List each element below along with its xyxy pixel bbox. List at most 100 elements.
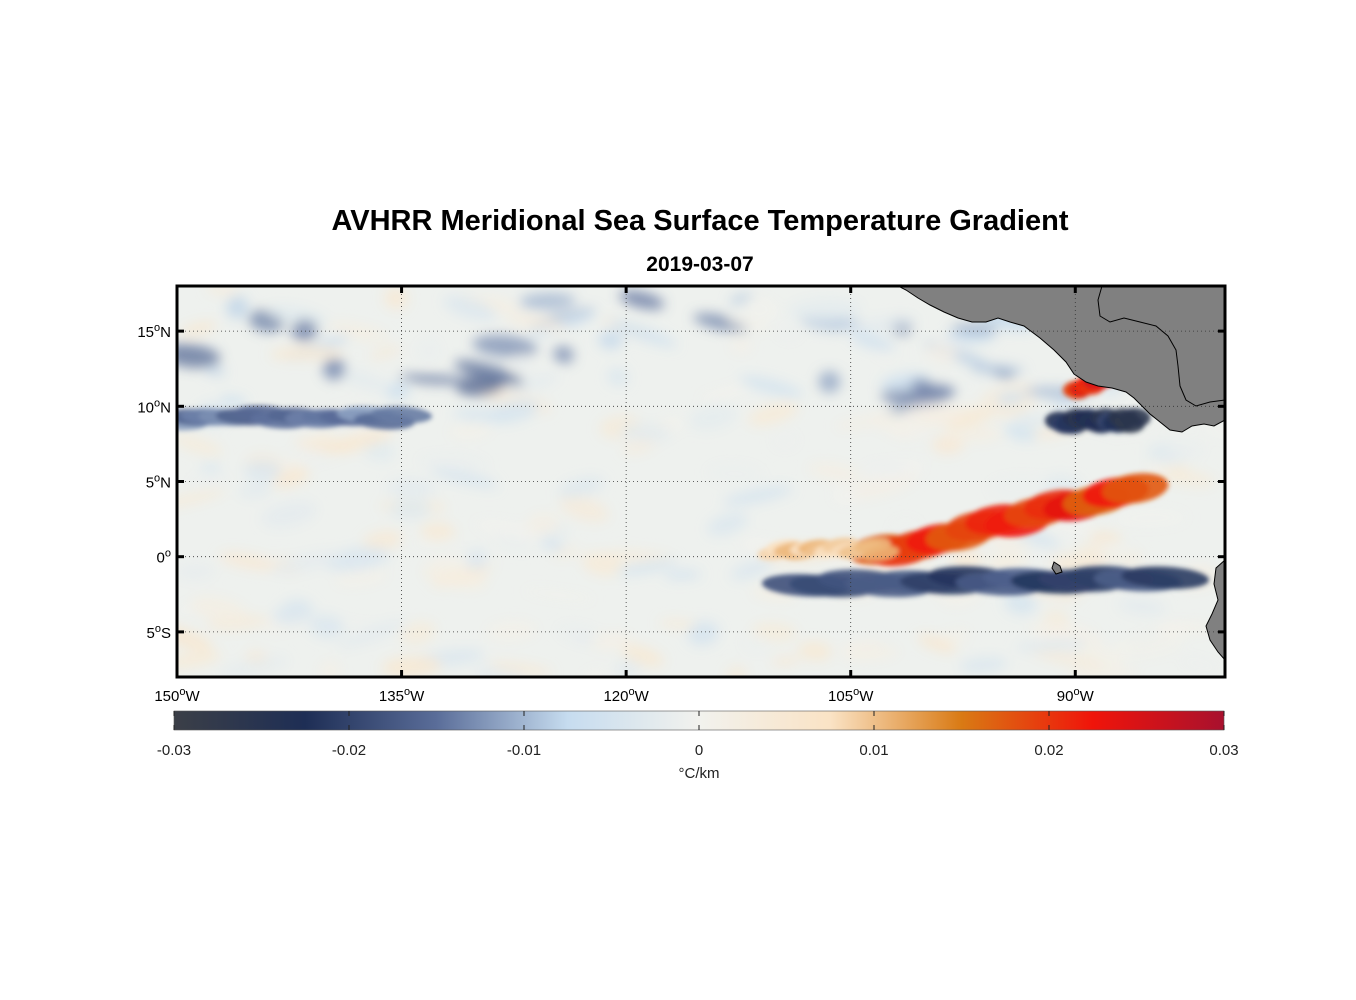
field-patch [1030, 648, 1104, 669]
field-patch [1156, 622, 1186, 639]
field-patch [689, 405, 736, 430]
field-patch [659, 619, 699, 629]
field-patch [830, 486, 858, 506]
field-patch [687, 621, 719, 646]
field-patch [177, 623, 213, 651]
field-patch [727, 316, 770, 332]
field-patch [552, 547, 580, 558]
colorbar-tick-label: -0.02 [332, 742, 366, 759]
field-patch [422, 564, 488, 589]
colorbar-tick-label: 0.01 [859, 742, 888, 759]
field-patch [752, 622, 797, 642]
field-patch [926, 343, 958, 363]
field-patch [1117, 598, 1166, 615]
field-patch [1179, 656, 1220, 673]
field-patch [272, 602, 315, 626]
field-patch [607, 367, 629, 386]
field-patch [262, 501, 317, 528]
field-patch [851, 332, 895, 352]
latitude-tick-labels: 15oN 10oN 5oN 0o 5oS [137, 322, 171, 642]
field-patch [911, 379, 933, 390]
map-plot-area [175, 284, 1227, 679]
field-patch [698, 383, 755, 403]
colorbar-tick-label: -0.01 [507, 742, 541, 759]
field-patch [511, 354, 533, 375]
field-patch [452, 408, 512, 423]
colorbar-tick-label: -0.03 [157, 742, 191, 759]
field-patch [177, 650, 222, 669]
field-patch [621, 644, 665, 667]
field-patch [771, 656, 801, 666]
field-patch [730, 336, 752, 354]
field-patch [540, 537, 567, 553]
field-patch [730, 559, 773, 580]
field-patch [722, 485, 794, 506]
field-patch [270, 346, 344, 361]
field-patch [219, 656, 288, 677]
land-galapagos [1051, 561, 1063, 575]
field-patch [1112, 634, 1183, 659]
field-patch [797, 641, 832, 661]
field-patch [1113, 508, 1188, 528]
field-patch [443, 295, 497, 321]
field-patch [363, 530, 403, 551]
field-patch [319, 661, 341, 677]
field-patch [945, 426, 1004, 443]
field-patch [473, 519, 547, 540]
colorbar-units-label: °C/km [679, 765, 720, 782]
lon-label: 120oW [603, 686, 649, 705]
field-patch [707, 463, 764, 484]
field-patch [772, 432, 798, 449]
field-patch [420, 522, 456, 541]
field-patch [841, 639, 883, 655]
field-patch [454, 360, 524, 386]
lon-label: 135oW [379, 686, 425, 705]
field-patch [608, 320, 677, 347]
field-patch [1064, 667, 1140, 677]
colorbar: -0.03 -0.02 -0.01 0 0.01 0.02 0.03 °C/km [157, 710, 1239, 782]
gridlines [177, 286, 1225, 677]
axis-ticks [175, 286, 1225, 677]
field-patch [488, 662, 553, 675]
field-patch [945, 407, 998, 430]
field-patch [507, 374, 559, 393]
field-patch [1201, 422, 1225, 440]
lat-label: 0o [157, 548, 171, 567]
colorbar-tick-label: 0.03 [1209, 742, 1238, 759]
field-patch [590, 632, 634, 650]
field-patch [739, 375, 804, 398]
map-title: AVHRR Meridional Sea Surface Temperature… [331, 205, 1069, 237]
colorbar-tick-label: 0.02 [1034, 742, 1063, 759]
land-south-america [1205, 559, 1225, 661]
field-patch [614, 658, 642, 677]
field-patch [558, 477, 605, 499]
field-patch [219, 395, 247, 408]
field-patch [863, 462, 909, 478]
field-patch [959, 657, 1008, 674]
lat-label: 15oN [137, 322, 171, 341]
field-patch [272, 468, 310, 488]
field-patch [526, 513, 560, 535]
field-patch [835, 415, 892, 430]
field-patch [903, 403, 966, 426]
field-patch [180, 322, 217, 336]
field-patch [309, 614, 345, 639]
colorbar-ticks: -0.03 -0.02 -0.01 0 0.01 0.02 0.03 [157, 711, 1239, 759]
field-patch [741, 636, 773, 652]
field-patch [177, 434, 223, 456]
field-patch [519, 293, 576, 310]
field-patch [337, 620, 407, 648]
field-patch [244, 459, 282, 483]
field-patch [325, 546, 390, 572]
field-patch [619, 290, 665, 310]
field-patch [807, 463, 863, 481]
field-feature [1119, 407, 1151, 428]
field-patch [465, 549, 488, 570]
field-patch [1004, 591, 1037, 615]
field-patch [996, 391, 1026, 406]
field-patch [663, 570, 702, 580]
field-patch [622, 438, 657, 454]
field-patch [1004, 423, 1037, 442]
field-patch [219, 552, 280, 571]
field-patch [190, 596, 246, 622]
